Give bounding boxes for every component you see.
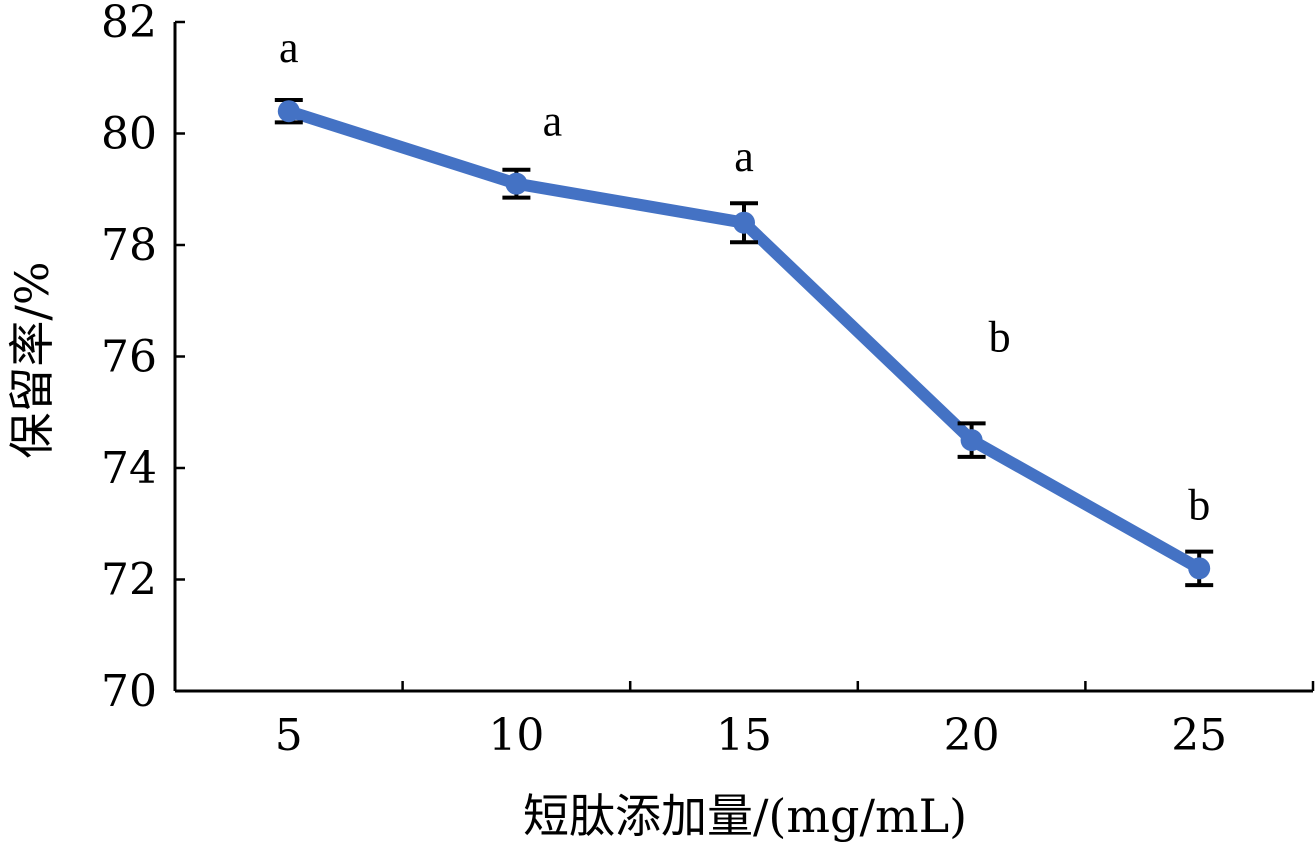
- y-axis-title: 保留率/%: [5, 261, 59, 458]
- x-tick-label: 15: [716, 710, 772, 761]
- y-axis: 70 72 74 76 78 80 82: [101, 0, 185, 717]
- data-point: [960, 429, 983, 452]
- data-point: [505, 172, 528, 195]
- x-axis: 5 10 15 20 25: [175, 681, 1315, 761]
- y-tick-label: 78: [101, 220, 157, 271]
- data-label: b: [1188, 481, 1210, 530]
- y-tick-label: 80: [101, 109, 157, 160]
- x-tick-label: 20: [944, 710, 1000, 761]
- series-group: a a a b b: [274, 23, 1214, 588]
- x-tick-label: 25: [1171, 710, 1227, 761]
- x-tick-label: 5: [275, 710, 303, 761]
- data-point: [277, 100, 300, 123]
- data-label: a: [734, 132, 754, 181]
- y-tick-label: 76: [101, 332, 157, 383]
- y-tick-label: 72: [101, 555, 157, 606]
- x-tick-label: 10: [488, 710, 544, 761]
- x-axis-title: 短肽添加量/(mg/mL): [523, 789, 967, 843]
- data-label: a: [543, 97, 563, 146]
- data-label: a: [279, 23, 299, 72]
- axis-titles: 短肽添加量/(mg/mL) 保留率/%: [5, 261, 967, 843]
- data-point: [733, 211, 755, 234]
- y-tick-label: 74: [101, 443, 157, 494]
- y-tick-label: 82: [101, 0, 157, 48]
- data-label: b: [989, 312, 1011, 361]
- y-tick-label: 70: [101, 666, 157, 717]
- data-point: [1188, 557, 1211, 580]
